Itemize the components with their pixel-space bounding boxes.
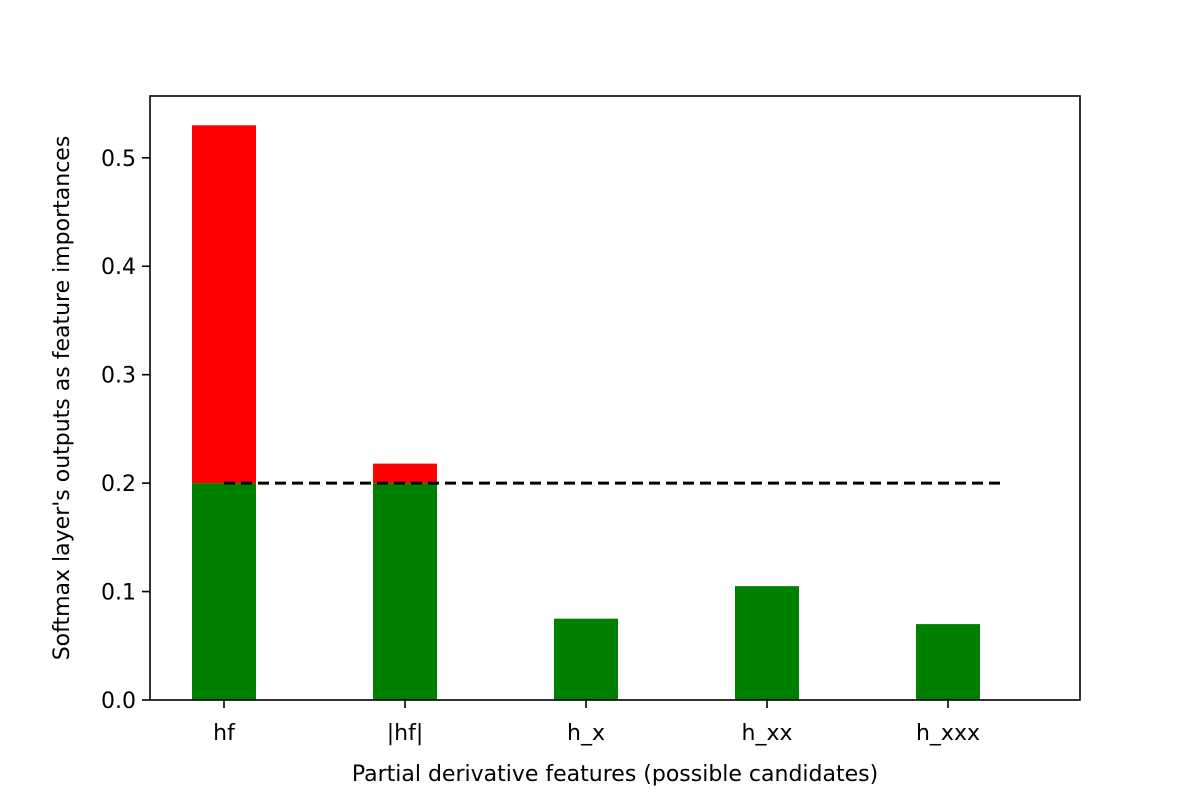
x-tick-label: |hf| [387, 721, 424, 746]
bars-group [192, 125, 980, 700]
y-tick-label: 0.2 [101, 472, 136, 497]
y-tick-label: 0.3 [101, 364, 136, 389]
x-tick-label: hf [213, 721, 236, 746]
x-tick-label: h_x [567, 721, 605, 746]
y-axis-label: Softmax layer's outputs as feature impor… [50, 136, 75, 661]
bar-base-0 [192, 483, 256, 700]
y-tick-label: 0.1 [101, 581, 136, 606]
x-axis-ticks: hf |hf| h_x h_xx h_xxx [213, 700, 980, 746]
y-tick-label: 0.5 [101, 147, 136, 172]
bar-base-2 [554, 618, 618, 700]
bar-excess-0 [192, 125, 256, 484]
bar-base-4 [916, 624, 980, 700]
bar-base-1 [373, 483, 437, 700]
y-tick-label: 0.0 [101, 689, 136, 714]
bar-base-3 [735, 586, 799, 700]
bar-excess-1 [373, 463, 437, 484]
x-tick-label: h_xxx [916, 721, 980, 746]
plot-frame [149, 95, 1081, 701]
x-axis-label: Partial derivative features (possible ca… [352, 762, 878, 787]
y-axis-ticks: 0.0 0.1 0.2 0.3 0.4 0.5 [101, 147, 150, 714]
x-tick-label: h_xx [742, 721, 793, 746]
y-tick-label: 0.4 [101, 255, 136, 280]
